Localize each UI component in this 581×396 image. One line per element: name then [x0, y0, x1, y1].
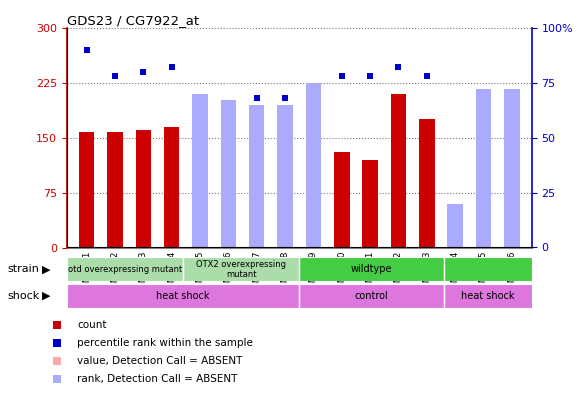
Bar	[67, 284, 299, 308]
Bar	[476, 196, 491, 248]
Bar	[107, 133, 123, 248]
Bar	[299, 257, 444, 281]
Bar	[79, 133, 95, 248]
Text: wildtype: wildtype	[351, 264, 393, 274]
Bar	[135, 130, 151, 248]
Bar	[390, 93, 406, 248]
Bar	[183, 257, 299, 281]
Bar	[476, 89, 491, 248]
Text: OTX2 overexpressing
mutant: OTX2 overexpressing mutant	[196, 260, 286, 279]
Text: rank, Detection Call = ABSENT: rank, Detection Call = ABSENT	[77, 373, 238, 384]
Text: value, Detection Call = ABSENT: value, Detection Call = ABSENT	[77, 356, 242, 366]
Bar	[192, 185, 208, 248]
Text: heat shock: heat shock	[461, 291, 515, 301]
Text: ▶: ▶	[42, 291, 51, 301]
Text: otd overexpressing mutant: otd overexpressing mutant	[68, 265, 182, 274]
Text: strain: strain	[7, 264, 39, 274]
Bar	[192, 93, 208, 248]
Text: ▶: ▶	[42, 264, 51, 274]
Bar	[306, 83, 321, 248]
Text: count: count	[77, 320, 107, 330]
Text: heat shock: heat shock	[156, 291, 210, 301]
Bar	[249, 105, 264, 248]
Bar	[164, 127, 180, 248]
Text: percentile rank within the sample: percentile rank within the sample	[77, 338, 253, 348]
Bar	[504, 89, 519, 248]
Bar	[444, 284, 532, 308]
Bar	[334, 152, 350, 248]
Text: control: control	[355, 291, 389, 301]
Bar	[363, 160, 378, 248]
Bar	[306, 152, 321, 248]
Bar	[221, 100, 236, 248]
Bar	[67, 257, 183, 281]
Bar	[447, 204, 463, 248]
Bar	[444, 257, 532, 281]
Bar	[504, 194, 519, 248]
Bar	[277, 167, 293, 248]
Bar	[249, 160, 264, 248]
Text: GDS23 / CG7922_at: GDS23 / CG7922_at	[67, 13, 199, 27]
Bar	[299, 284, 444, 308]
Text: shock: shock	[7, 291, 40, 301]
Bar	[221, 196, 236, 248]
Bar	[419, 119, 435, 248]
Bar	[277, 105, 293, 248]
Bar	[447, 236, 463, 248]
